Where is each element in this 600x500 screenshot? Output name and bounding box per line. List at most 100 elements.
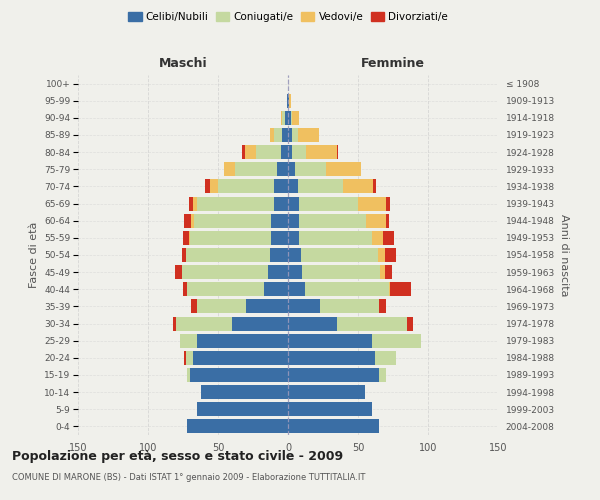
Bar	[285, 111, 288, 125]
Bar	[291, 111, 292, 125]
Bar	[288, 351, 375, 365]
Bar	[372, 334, 421, 347]
Bar	[281, 145, 288, 159]
Bar	[288, 316, 337, 330]
Bar	[343, 180, 373, 194]
Bar	[197, 196, 274, 210]
Bar	[302, 265, 380, 279]
Bar	[193, 351, 288, 365]
Bar	[218, 180, 274, 194]
Y-axis label: Anni di nascita: Anni di nascita	[559, 214, 569, 296]
Bar	[201, 385, 288, 399]
Bar	[197, 300, 246, 314]
Bar	[358, 196, 386, 210]
Text: Popolazione per età, sesso e stato civile - 2009: Popolazione per età, sesso e stato civil…	[12, 450, 343, 463]
Bar	[298, 128, 319, 142]
Bar	[295, 162, 326, 176]
Bar	[385, 248, 396, 262]
Bar	[320, 300, 379, 314]
Bar	[197, 402, 288, 416]
Bar	[183, 231, 188, 245]
Bar	[288, 248, 301, 262]
Bar	[288, 385, 365, 399]
Bar	[373, 180, 376, 194]
Bar	[288, 145, 292, 159]
Y-axis label: Fasce di età: Fasce di età	[29, 222, 38, 288]
Bar	[305, 282, 389, 296]
Bar	[277, 162, 288, 176]
Bar	[194, 214, 271, 228]
Bar	[379, 300, 386, 314]
Bar	[268, 265, 288, 279]
Bar	[274, 180, 288, 194]
Bar	[193, 196, 197, 210]
Bar	[288, 162, 295, 176]
Bar	[271, 214, 288, 228]
Bar	[283, 111, 285, 125]
Bar	[386, 214, 389, 228]
Bar	[288, 196, 299, 210]
Bar	[292, 111, 299, 125]
Bar	[383, 231, 394, 245]
Bar	[186, 351, 193, 365]
Bar	[385, 265, 392, 279]
Bar	[289, 94, 291, 108]
Bar	[288, 334, 372, 347]
Bar	[287, 94, 288, 108]
Text: COMUNE DI MARONE (BS) - Dati ISTAT 1° gennaio 2009 - Elaborazione TUTTITALIA.IT: COMUNE DI MARONE (BS) - Dati ISTAT 1° ge…	[12, 472, 365, 482]
Bar	[377, 248, 385, 262]
Bar	[407, 316, 413, 330]
Bar	[288, 368, 379, 382]
Bar	[288, 300, 320, 314]
Bar	[186, 248, 270, 262]
Bar	[256, 145, 281, 159]
Bar	[264, 282, 288, 296]
Bar	[180, 334, 197, 347]
Bar	[183, 282, 187, 296]
Bar	[188, 231, 190, 245]
Bar	[270, 248, 288, 262]
Bar	[337, 316, 407, 330]
Bar	[375, 351, 396, 365]
Bar	[190, 231, 271, 245]
Bar	[288, 180, 298, 194]
Bar	[184, 351, 186, 365]
Bar	[299, 231, 372, 245]
Bar	[187, 420, 288, 434]
Bar	[232, 316, 288, 330]
Bar	[380, 265, 385, 279]
Bar	[288, 402, 372, 416]
Bar	[306, 145, 337, 159]
Bar	[191, 214, 194, 228]
Bar	[274, 196, 288, 210]
Bar	[288, 420, 379, 434]
Bar	[288, 231, 299, 245]
Bar	[245, 145, 256, 159]
Bar	[173, 316, 176, 330]
Bar	[281, 111, 283, 125]
Bar	[326, 162, 361, 176]
Bar	[235, 162, 277, 176]
Bar	[283, 128, 288, 142]
Bar	[288, 214, 299, 228]
Bar	[337, 145, 338, 159]
Bar	[292, 128, 298, 142]
Bar	[197, 334, 288, 347]
Bar	[187, 282, 264, 296]
Bar	[242, 145, 245, 159]
Bar	[191, 300, 197, 314]
Bar	[288, 94, 289, 108]
Bar	[205, 180, 209, 194]
Bar	[274, 128, 283, 142]
Bar	[224, 162, 235, 176]
Bar	[372, 231, 383, 245]
Legend: Celibi/Nubili, Coniugati/e, Vedovi/e, Divorziati/e: Celibi/Nubili, Coniugati/e, Vedovi/e, Di…	[124, 8, 452, 26]
Bar	[182, 265, 268, 279]
Bar	[182, 248, 186, 262]
Bar	[389, 282, 390, 296]
Bar	[367, 214, 386, 228]
Text: Femmine: Femmine	[361, 57, 425, 70]
Bar	[386, 196, 390, 210]
Bar	[271, 231, 288, 245]
Bar	[288, 265, 302, 279]
